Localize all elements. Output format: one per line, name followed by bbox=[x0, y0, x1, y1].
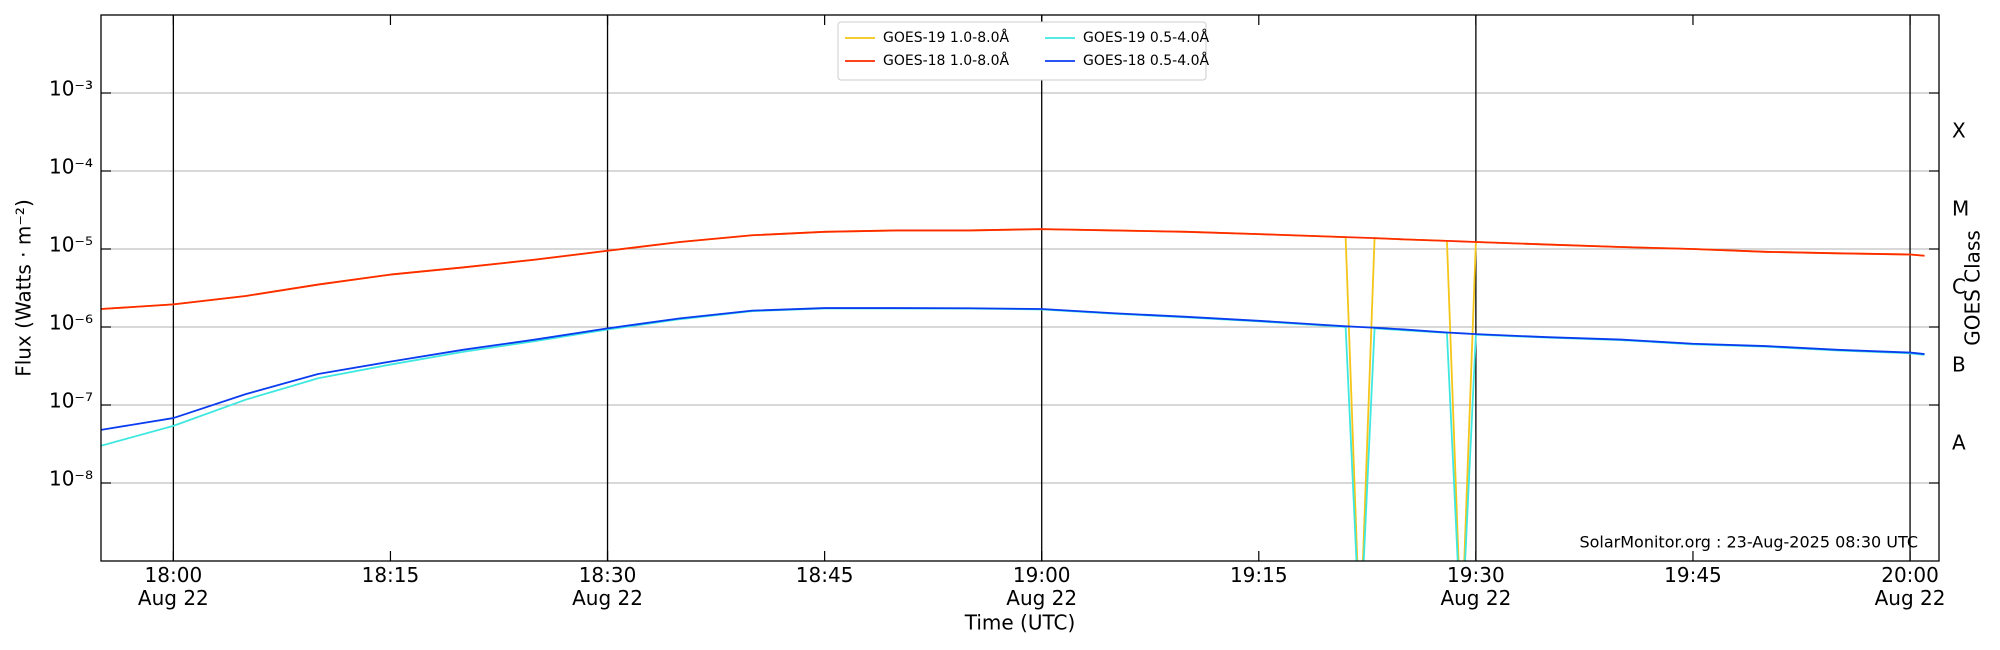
grid-layer bbox=[101, 15, 1939, 561]
y-tick-label: 10⁻⁷ bbox=[49, 389, 93, 413]
plot-frame bbox=[100, 14, 1940, 562]
y2-axis-label: GOES Class bbox=[1961, 230, 1985, 346]
x-tick-label: 18:00 Aug 22 bbox=[137, 563, 209, 610]
x-tick-label: 20:00 Aug 22 bbox=[1874, 563, 1946, 610]
y-axis-label: Flux (Watts · m⁻²) bbox=[12, 199, 36, 377]
goes-class-label: A bbox=[1952, 431, 1966, 455]
goes-class-label: M bbox=[1952, 197, 1969, 221]
y-tick-label: 10⁻³ bbox=[49, 77, 93, 101]
x-tick-label: 18:45 bbox=[795, 563, 854, 587]
y-tick-label: 10⁻⁸ bbox=[49, 467, 93, 491]
x-tick-label: 19:15 bbox=[1229, 563, 1288, 587]
y-tick-label: 10⁻⁵ bbox=[49, 233, 93, 257]
annotation: SolarMonitor.org : 23-Aug-2025 08:30 UTC bbox=[1579, 533, 1918, 552]
legend-box bbox=[837, 21, 1207, 81]
y-tick-label: 10⁻⁶ bbox=[49, 311, 93, 335]
goes-class-label: X bbox=[1952, 119, 1966, 143]
goes-class-label: C bbox=[1952, 275, 1966, 299]
x-tick-label: 19:00 Aug 22 bbox=[1006, 563, 1078, 610]
x-tick-label: 19:30 Aug 22 bbox=[1440, 563, 1512, 610]
legend-label: GOES-19 0.5-4.0Å bbox=[1083, 29, 1209, 46]
x-tick-label: 18:15 bbox=[361, 563, 420, 587]
x-axis-label: Time (UTC) bbox=[964, 611, 1076, 635]
x-tick-label: 18:30 Aug 22 bbox=[572, 563, 643, 610]
legend-label: GOES-18 1.0-8.0Å bbox=[883, 52, 1009, 69]
series-line bbox=[101, 228, 1925, 310]
x-tick-label: 19:45 bbox=[1664, 563, 1722, 587]
lines-layer bbox=[101, 228, 1925, 561]
labels-layer: 10⁻⁸ 10⁻⁷ 10⁻⁶ 10⁻⁵ 10⁻⁴ 10⁻³ A B C M X GOES-19 1.0… bbox=[49, 15, 1969, 561]
goes-class-label: B bbox=[1952, 353, 1966, 377]
series-line bbox=[101, 307, 1925, 431]
y-tick-label: 10⁻⁴ bbox=[49, 155, 93, 179]
legend-label: GOES-19 1.0-8.0Å bbox=[883, 29, 1009, 46]
legend-label: GOES-18 0.5-4.0Å bbox=[1083, 52, 1209, 69]
